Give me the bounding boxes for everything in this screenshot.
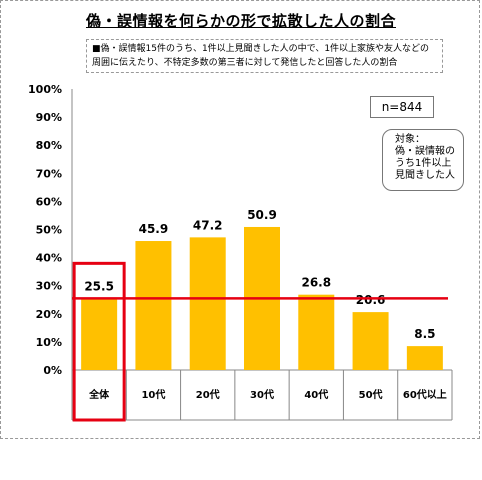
- x-tick-label: 50代: [359, 388, 383, 401]
- highlight-box: [72, 261, 126, 422]
- y-tick-label: 90%: [36, 111, 62, 124]
- y-tick-label: 10%: [36, 336, 62, 349]
- y-tick-label: 80%: [36, 139, 62, 152]
- y-tick-label: 0%: [43, 364, 62, 377]
- y-tick-label: 50%: [36, 224, 62, 237]
- target-note-line: うち1件以上: [395, 158, 452, 169]
- y-tick-label: 40%: [36, 252, 62, 265]
- x-tick-label: 30代: [250, 388, 274, 401]
- chart-title: 偽・誤情報を何らかの形で拡散した人の割合: [85, 12, 396, 30]
- y-tick-label: 70%: [36, 167, 62, 180]
- data-label: 50.9: [247, 208, 277, 222]
- x-tick-label: 20代: [196, 388, 220, 401]
- x-tick-label: 全体: [88, 388, 110, 401]
- bar: [352, 312, 389, 370]
- chart-note: ■偽・誤情報15件のうち、1件以上見聞きした人の中で、1件以上家族や友人などの周…: [86, 39, 443, 73]
- target-note-line: 対象：: [395, 134, 425, 145]
- y-tick-label: 60%: [36, 195, 62, 208]
- bar: [135, 241, 172, 370]
- data-label: 26.8: [301, 276, 331, 290]
- y-tick-label: 30%: [36, 280, 62, 293]
- bar: [189, 237, 226, 370]
- data-label: 8.5: [414, 327, 435, 341]
- bar: [81, 298, 118, 370]
- bar: [298, 294, 335, 370]
- data-label: 25.5: [84, 279, 114, 293]
- bar: [406, 346, 443, 370]
- y-tick-label: 100%: [28, 83, 62, 96]
- x-tick-label: 10代: [141, 388, 165, 401]
- y-tick-label: 20%: [36, 308, 62, 321]
- data-label: 45.9: [139, 222, 169, 236]
- data-label: 20.6: [356, 293, 386, 307]
- x-tick-label: 60代以上: [403, 388, 447, 401]
- chart-frame: [0, 0, 480, 439]
- target-note-line: 偽・誤情報の: [395, 146, 455, 157]
- target-note: 対象： 偽・誤情報の うち1件以上 見聞きした人: [382, 129, 464, 191]
- target-note-line: 見聞きした人: [395, 170, 455, 181]
- sample-size-label: n=844: [370, 96, 434, 118]
- data-label: 47.2: [193, 218, 223, 232]
- x-tick-label: 40代: [304, 388, 328, 401]
